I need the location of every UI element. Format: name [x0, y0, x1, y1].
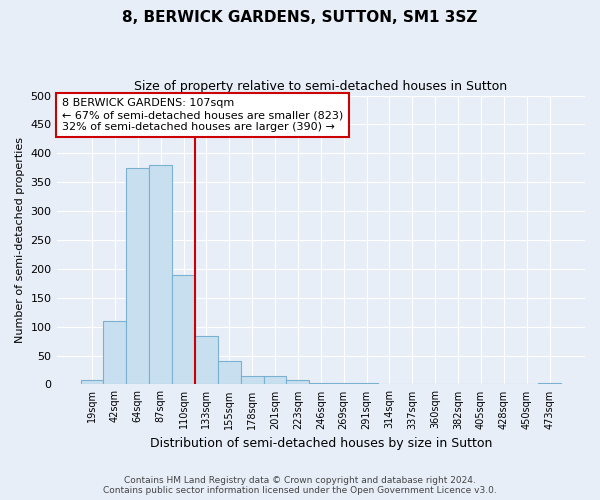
Bar [172, 274, 195, 384]
Text: 8, BERWICK GARDENS, SUTTON, SM1 3SZ: 8, BERWICK GARDENS, SUTTON, SM1 3SZ [122, 10, 478, 25]
Bar [310, 382, 332, 384]
Bar [241, 376, 263, 384]
X-axis label: Distribution of semi-detached houses by size in Sutton: Distribution of semi-detached houses by … [149, 437, 492, 450]
Bar [263, 376, 286, 384]
Bar [286, 380, 310, 384]
Y-axis label: Number of semi-detached properties: Number of semi-detached properties [15, 137, 25, 343]
Bar [149, 165, 172, 384]
Text: 8 BERWICK GARDENS: 107sqm
← 67% of semi-detached houses are smaller (823)
32% of: 8 BERWICK GARDENS: 107sqm ← 67% of semi-… [62, 98, 343, 132]
Bar [103, 321, 127, 384]
Text: Contains HM Land Registry data © Crown copyright and database right 2024.
Contai: Contains HM Land Registry data © Crown c… [103, 476, 497, 495]
Bar [127, 168, 149, 384]
Title: Size of property relative to semi-detached houses in Sutton: Size of property relative to semi-detach… [134, 80, 508, 93]
Bar [195, 336, 218, 384]
Bar [80, 380, 103, 384]
Bar [218, 362, 241, 384]
